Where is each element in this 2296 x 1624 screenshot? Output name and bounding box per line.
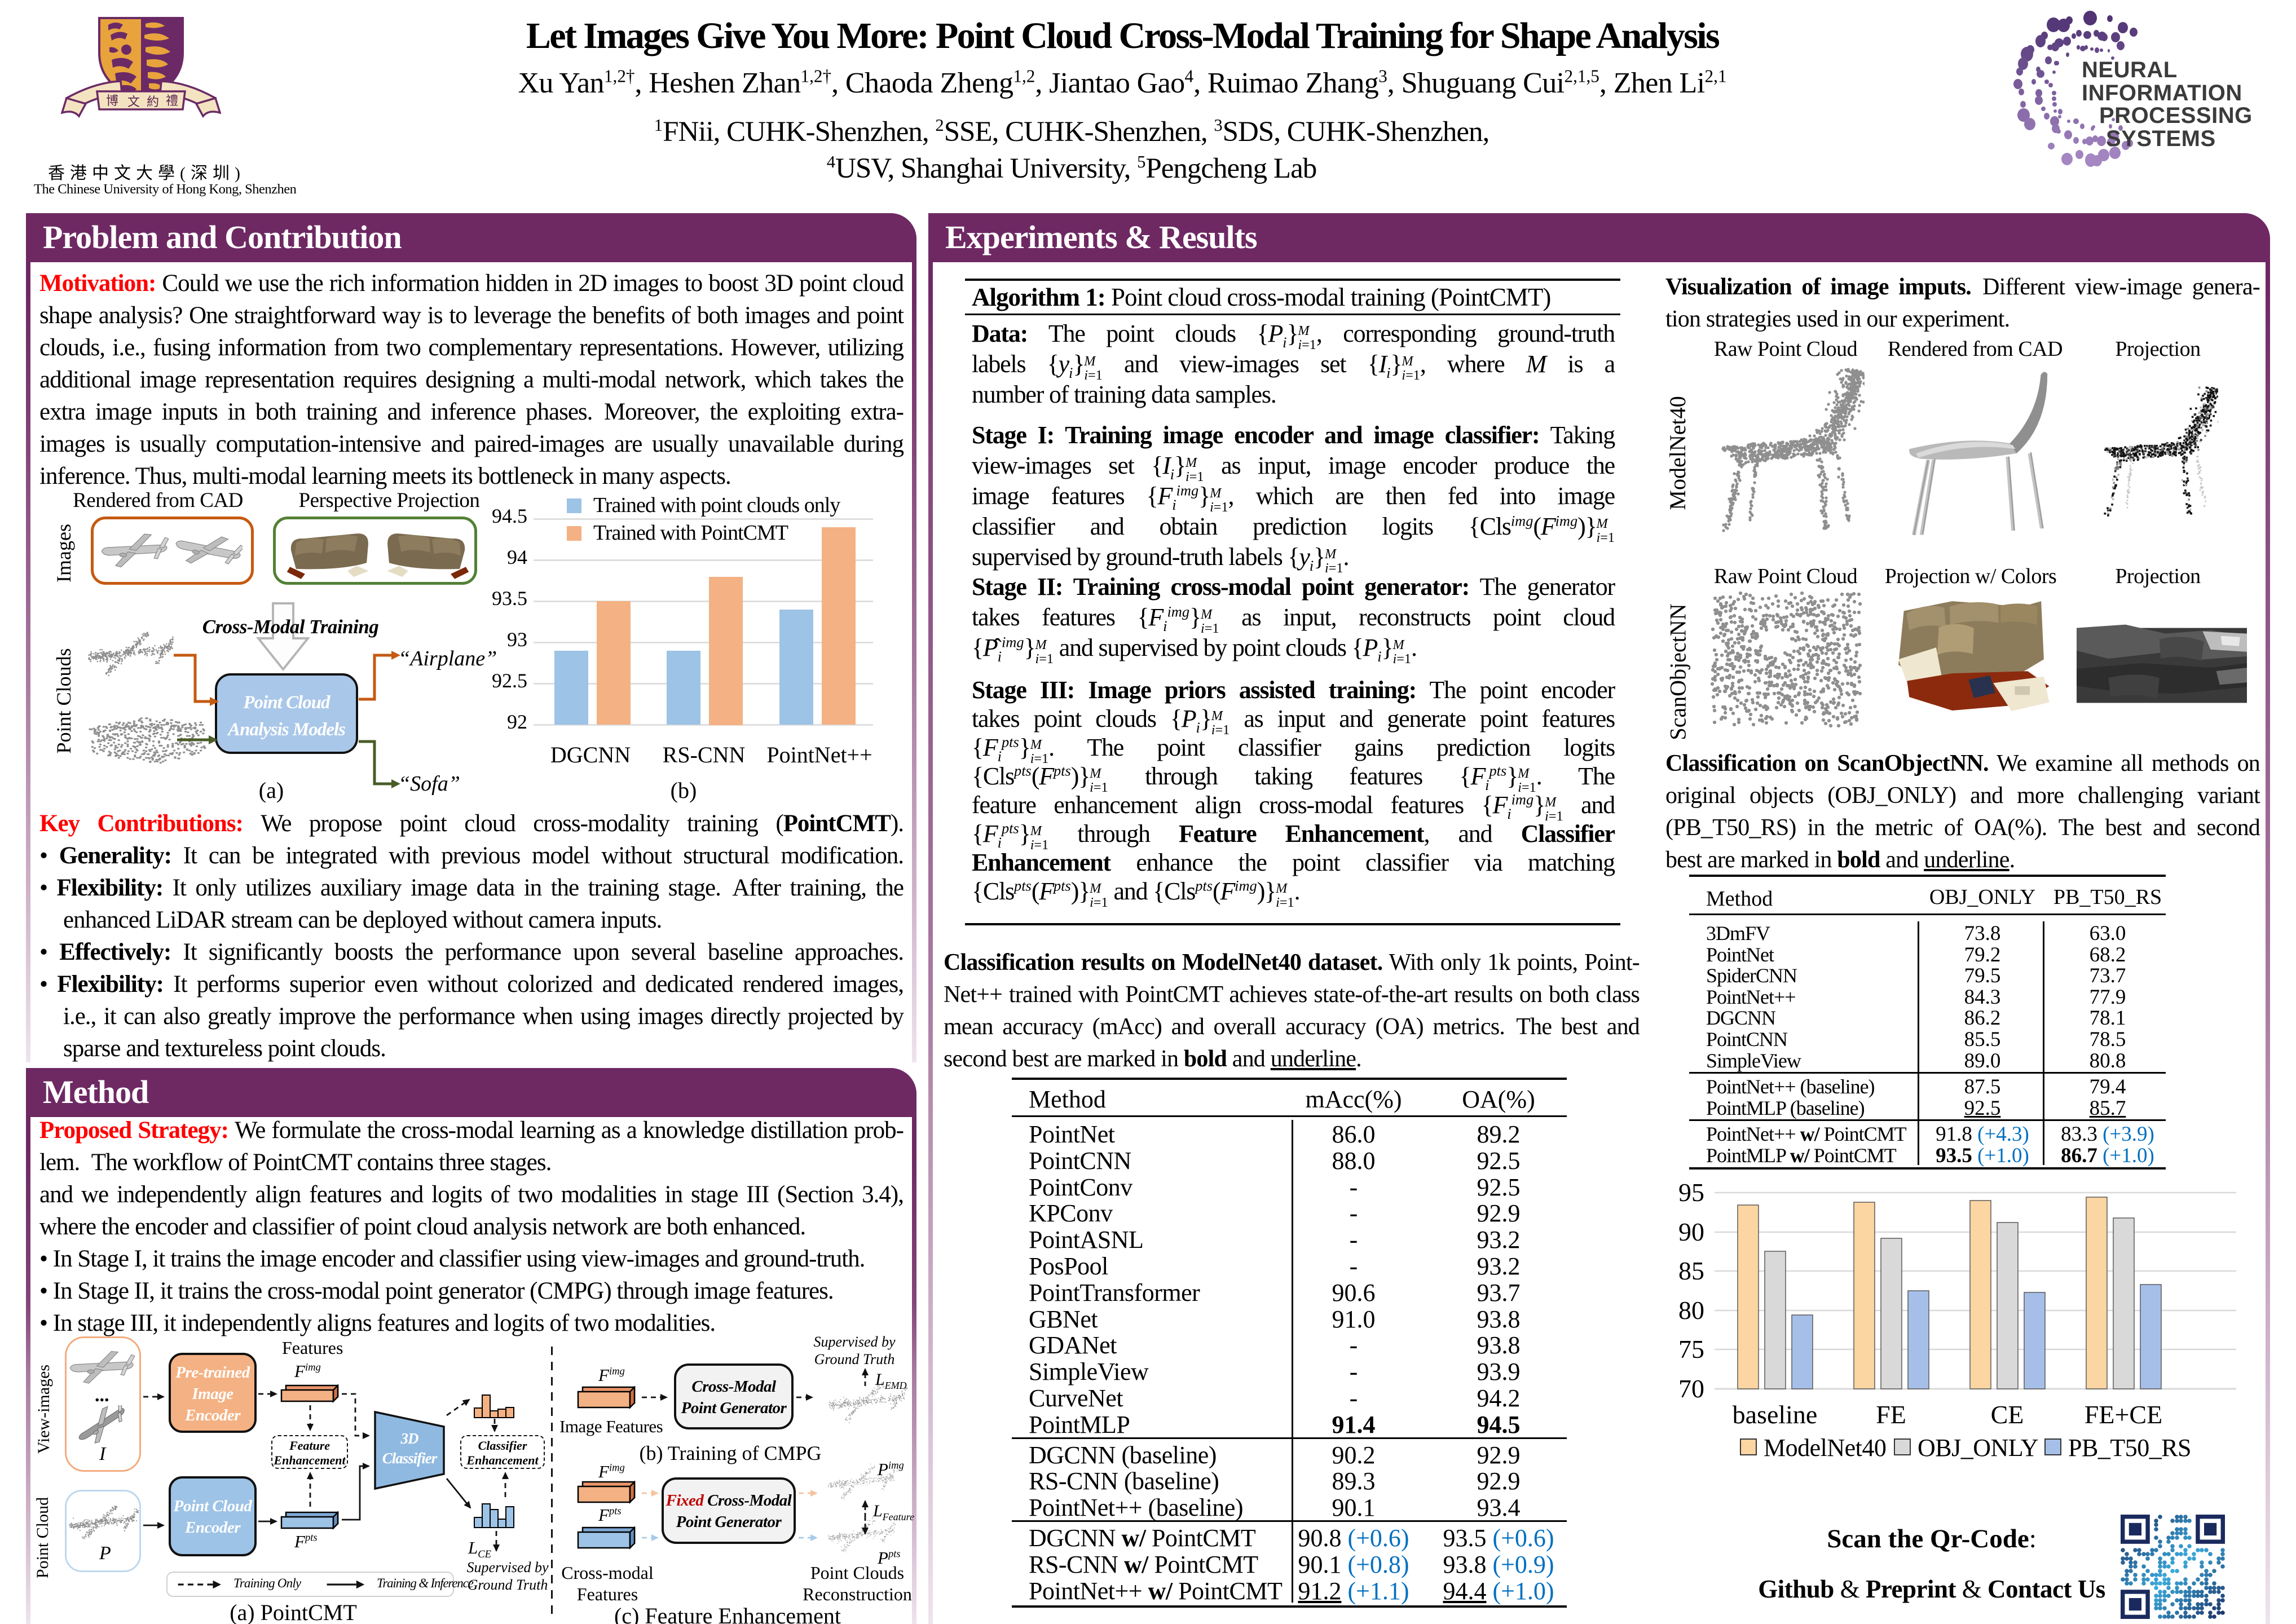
svg-text:文: 文: [127, 95, 140, 109]
svg-text:博: 博: [106, 94, 118, 108]
svg-text:約: 約: [147, 95, 159, 109]
svg-text:禮: 禮: [166, 94, 178, 108]
